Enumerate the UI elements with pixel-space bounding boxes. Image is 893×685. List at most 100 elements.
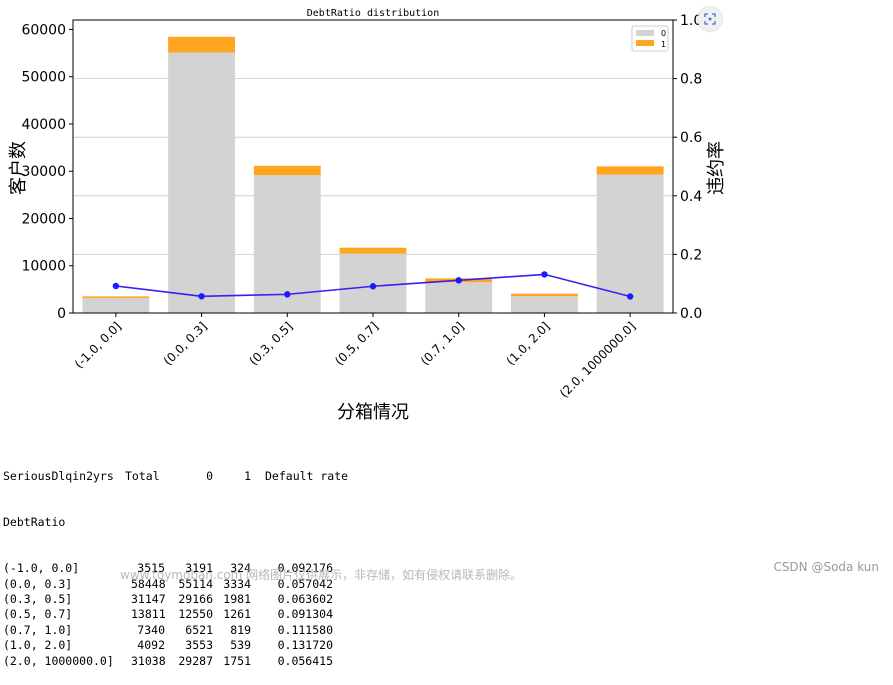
expand-glyph xyxy=(704,13,716,25)
table-header-cell: Default rate xyxy=(265,468,349,483)
table-cell: 1261 xyxy=(223,607,251,622)
x-tick-label: (0.7, 1.0] xyxy=(418,319,467,368)
legend-label-0: 0 xyxy=(661,29,666,38)
bar-1 xyxy=(596,166,664,175)
bar-0 xyxy=(511,296,578,313)
table-cell: 539 xyxy=(230,638,251,653)
table-cell: 0.131720 xyxy=(277,638,333,653)
table-cell: 31147 xyxy=(131,592,166,607)
line-point xyxy=(541,271,548,278)
bar-1 xyxy=(82,296,150,298)
line-point xyxy=(369,283,377,290)
table-cell: (0.7, 1.0] xyxy=(3,622,73,637)
legend-swatch-0 xyxy=(636,30,654,36)
table-row: (0.3, 0.5] 31147 29166 1981 0.063602 xyxy=(3,592,345,607)
table-header-cell: SeriousDlqin2yrs xyxy=(3,468,114,483)
x-axis-ticks: (-1.0, 0.0] (0.0, 0.3] (0.3, 0.5] (0.5, 0.7… xyxy=(72,313,638,401)
table-cell: (0.0, 0.3] xyxy=(3,576,73,591)
bar-0 xyxy=(168,52,235,314)
table-cell: 13811 xyxy=(131,607,166,622)
table-cell: 3191 xyxy=(185,561,213,576)
table-cell: 3515 xyxy=(137,561,165,576)
bar-0 xyxy=(82,297,150,313)
table-row: (0.5, 0.7] 13811 12550 1261 0.091304 xyxy=(3,607,345,622)
x-tick-label: (0.5, 0.7] xyxy=(332,319,381,368)
x-tick-label: (-1.0, 0.0] xyxy=(72,319,124,371)
table-header-cell: 1 xyxy=(244,468,251,483)
bar-1 xyxy=(168,36,235,53)
y-axis-ticks: 0 10000 20000 30000 40000 50000 60000 xyxy=(21,22,73,322)
grid xyxy=(73,78,673,255)
table-header-row: SeriousDlqin2yrs Total 0 1 Default rate xyxy=(3,468,349,484)
legend: 0 1 xyxy=(631,25,669,52)
y2-tick-label: 0.2 xyxy=(680,247,702,263)
x-tick-label: (0.0, 0.3] xyxy=(161,319,210,368)
y-tick-label: 60000 xyxy=(21,22,66,38)
table-header-cell: 0 xyxy=(206,468,213,483)
table-row: (0.7, 1.0] 7340 6521 819 0.111580 xyxy=(3,623,345,638)
csdn-credit: CSDN @Soda kun xyxy=(773,560,879,574)
expand-icon[interactable] xyxy=(698,7,722,31)
table-cell: 4092 xyxy=(137,638,165,653)
bar-1 xyxy=(339,247,407,254)
table-cell: 31038 xyxy=(131,653,166,668)
y2-tick-label: 0.4 xyxy=(680,189,702,205)
table-cell: 0.111580 xyxy=(277,622,333,637)
y-tick-label: 20000 xyxy=(21,211,66,227)
data-table: SeriousDlqin2yrs Total 0 1 Default rate … xyxy=(3,438,349,685)
y2-tick-label: 0.0 xyxy=(680,306,702,322)
table-cell: 0.056415 xyxy=(277,653,333,668)
bar-0 xyxy=(596,174,664,313)
table-cell: (0.5, 0.7] xyxy=(3,607,73,622)
x-axis-label: 分箱情况 xyxy=(337,402,409,423)
table-header-cell: Total xyxy=(125,468,160,483)
table-index-name: DebtRatio xyxy=(3,515,66,530)
line-point xyxy=(626,293,634,300)
table-cell: 7340 xyxy=(137,622,165,637)
table-cell: 6521 xyxy=(185,622,213,637)
chart: DebtRatio distribution 0 10000 20000 30000 4… xyxy=(8,8,727,423)
y2-tick-label: 0.6 xyxy=(680,130,702,146)
y-tick-label: 30000 xyxy=(21,164,66,180)
bars xyxy=(82,36,664,314)
table-cell: 324 xyxy=(230,561,251,576)
table-row: (1.0, 2.0] 4092 3553 539 0.131720 xyxy=(3,638,345,653)
table-cell: 12550 xyxy=(178,607,213,622)
y-tick-label: 10000 xyxy=(21,259,66,275)
line-point xyxy=(198,293,205,300)
table-cell: (2.0, 1000000.0] xyxy=(3,653,114,668)
table-cell: (0.3, 0.5] xyxy=(3,592,73,607)
table-row: (2.0, 1000000.0] 31038 29287 1751 0.056415 xyxy=(3,654,345,669)
legend-label-1: 1 xyxy=(661,40,666,49)
table-cell: (1.0, 2.0] xyxy=(3,638,73,653)
y-tick-label: 40000 xyxy=(21,117,66,133)
y2-axis-ticks: 0.0 0.2 0.4 0.6 0.8 1.0 xyxy=(673,13,702,322)
table-cell: 0.091304 xyxy=(277,607,333,622)
y2-axis-label: 违约率 xyxy=(706,141,727,195)
y-axis-label: 客户数 xyxy=(8,141,29,195)
table-cell: 1751 xyxy=(223,653,251,668)
bar-1 xyxy=(253,165,321,176)
bar-1 xyxy=(511,293,578,297)
table-cell: 29166 xyxy=(178,592,213,607)
default-rate-line xyxy=(112,271,634,300)
table-cell: 1981 xyxy=(223,592,251,607)
table-cell: 3553 xyxy=(185,638,213,653)
table-cell: 819 xyxy=(230,622,251,637)
y2-tick-label: 0.8 xyxy=(680,72,702,88)
bar-0 xyxy=(253,175,321,313)
legend-swatch-1 xyxy=(636,40,654,46)
line-point xyxy=(455,277,462,284)
table-cell: 29287 xyxy=(178,653,213,668)
table-cell: 0.063602 xyxy=(277,592,333,607)
watermark-text: www.toymoban.com 网络图片仅供展示，非存储，如有侵权请联系删除。 xyxy=(120,568,523,582)
line-point xyxy=(112,282,120,290)
x-tick-label: (0.3, 0.5] xyxy=(246,319,295,368)
chart-title: DebtRatio distribution xyxy=(307,8,439,19)
bar-0 xyxy=(425,282,493,313)
x-tick-label: (2.0, 1000000.0] xyxy=(557,319,638,400)
table-index-row: DebtRatio xyxy=(3,515,345,530)
table-row: (-1.0, 0.0] 3515 3191 324 0.092176 xyxy=(3,561,345,576)
x-tick-label: (1.0, 2.0] xyxy=(504,319,553,368)
y-tick-label: 50000 xyxy=(21,70,66,86)
